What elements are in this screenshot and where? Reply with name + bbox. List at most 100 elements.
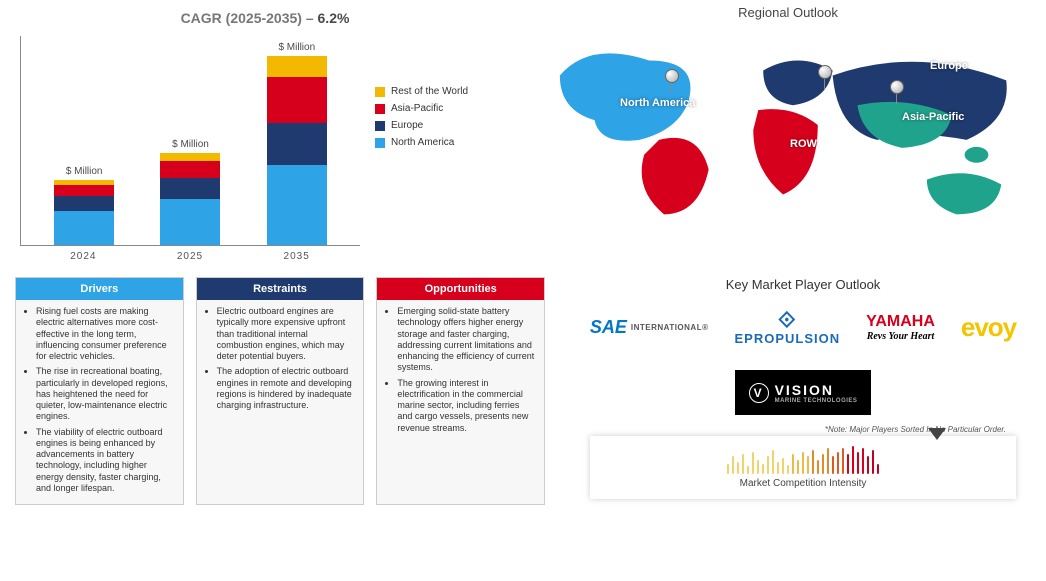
intensity-tick bbox=[847, 454, 849, 474]
map-pin-icon bbox=[665, 69, 679, 83]
bar-segment bbox=[267, 56, 327, 77]
map-svg bbox=[540, 25, 1036, 235]
legend-item: Asia-Pacific bbox=[375, 103, 468, 114]
bar-group: $ Million bbox=[160, 139, 220, 245]
intensity-tick bbox=[812, 450, 814, 474]
regional-outlook: Regional Outlook North America Europe ROW A… bbox=[530, 0, 1046, 272]
logo-epropulsion: ⟐EPROPULSION bbox=[727, 305, 849, 350]
intensity-label: Market Competition Intensity bbox=[605, 478, 1001, 489]
map-region-label: Europe bbox=[930, 60, 968, 72]
bars-container: $ Million $ Million $ Million bbox=[20, 36, 360, 246]
epropulsion-icon: ⟐ bbox=[778, 309, 796, 331]
intensity-tick bbox=[792, 454, 794, 474]
map-pin-icon bbox=[890, 80, 904, 94]
intensity-tick bbox=[742, 454, 744, 474]
stacked-bar bbox=[54, 180, 114, 245]
dro-card-body: Electric outboard engines are typically … bbox=[197, 300, 364, 421]
intensity-tick bbox=[767, 456, 769, 474]
stacked-bar bbox=[267, 56, 327, 245]
players-title: Key Market Player Outlook bbox=[570, 277, 1036, 292]
dro-card-body: Emerging solid-state battery technology … bbox=[377, 300, 544, 444]
intensity-tick bbox=[727, 464, 729, 474]
dro-section: DriversRising fuel costs are making elec… bbox=[0, 277, 560, 505]
bar-segment bbox=[54, 185, 114, 197]
logos-row: SAEINTERNATIONAL® ⟐EPROPULSION YAMAHARev… bbox=[570, 300, 1036, 420]
logo-vision: V VISIONMARINE TECHNOLOGIES bbox=[735, 370, 872, 415]
intensity-tick bbox=[772, 450, 774, 474]
chart-area: $ Million $ Million $ Million 2024 2025 2035… bbox=[20, 36, 510, 262]
x-tick-label: 2024 bbox=[70, 251, 96, 262]
intensity-tick bbox=[797, 460, 799, 474]
bar-segment bbox=[160, 199, 220, 245]
players-note: *Note: Major Players Sorted In No Partic… bbox=[570, 425, 1036, 434]
regional-title: Regional Outlook bbox=[540, 5, 1036, 20]
intensity-tick bbox=[817, 460, 819, 474]
bar-segment bbox=[267, 77, 327, 123]
logo-yamaha: YAMAHARevs Your Heart bbox=[858, 305, 943, 350]
map-region-label: Asia-Pacific bbox=[902, 111, 964, 123]
chart-title: CAGR (2025-2035) – 6.2% bbox=[20, 10, 510, 26]
legend-label: North America bbox=[391, 137, 454, 148]
bar-segment bbox=[54, 196, 114, 211]
intensity-arrow-icon bbox=[928, 428, 946, 440]
map-region-label: ROW bbox=[790, 138, 817, 150]
intensity-tick bbox=[827, 448, 829, 474]
legend-swatch bbox=[375, 138, 385, 148]
legend-swatch bbox=[375, 104, 385, 114]
legend-label: Rest of the World bbox=[391, 86, 468, 97]
chart-legend: Rest of the WorldAsia-PacificEuropeNorth… bbox=[375, 36, 468, 262]
dro-item: Electric outboard engines are typically … bbox=[217, 306, 356, 362]
intensity-tick bbox=[832, 456, 834, 474]
intensity-tick bbox=[757, 460, 759, 474]
dro-item: The viability of electric outboard engin… bbox=[36, 427, 175, 495]
dro-card-header: Drivers bbox=[16, 278, 183, 300]
bar-top-label: $ Million bbox=[66, 166, 103, 177]
dro-card: DriversRising fuel costs are making elec… bbox=[15, 277, 184, 505]
dro-item: Emerging solid-state battery technology … bbox=[397, 306, 536, 374]
players-section: Key Market Player Outlook SAEINTERNATION… bbox=[560, 277, 1046, 505]
intensity-tick bbox=[807, 456, 809, 474]
intensity-tick bbox=[762, 464, 764, 474]
dro-item: The growing interest in electrification … bbox=[397, 378, 536, 434]
bar-segment bbox=[267, 165, 327, 245]
map-pin-icon bbox=[818, 65, 832, 79]
cagr-chart: CAGR (2025-2035) – 6.2% $ Million$ Milli… bbox=[0, 0, 530, 272]
dro-card-body: Rising fuel costs are making electric al… bbox=[16, 300, 183, 504]
dro-card-header: Restraints bbox=[197, 278, 364, 300]
intensity-tick bbox=[872, 450, 874, 474]
bar-segment bbox=[160, 161, 220, 178]
top-row: CAGR (2025-2035) – 6.2% $ Million$ Milli… bbox=[0, 0, 1046, 272]
intensity-tick bbox=[737, 462, 739, 474]
intensity-tick bbox=[837, 452, 839, 474]
intensity-tick bbox=[822, 454, 824, 474]
map-region-label: North America bbox=[620, 97, 695, 109]
bar-top-label: $ Million bbox=[278, 42, 315, 53]
world-map: North America Europe ROW Asia-Pacific bbox=[540, 25, 1036, 235]
dro-card: Opportunities Emerging solid-state batter… bbox=[376, 277, 545, 505]
intensity-tick bbox=[732, 456, 734, 474]
intensity-tick bbox=[857, 452, 859, 474]
legend-swatch bbox=[375, 87, 385, 97]
intensity-tick bbox=[782, 458, 784, 474]
dro-card-header: Opportunities bbox=[377, 278, 544, 300]
bar-segment bbox=[54, 211, 114, 245]
intensity-tick bbox=[802, 452, 804, 474]
intensity-tick bbox=[752, 452, 754, 474]
bar-group: $ Million bbox=[54, 166, 114, 245]
intensity-tick bbox=[777, 462, 779, 474]
x-tick-label: 2025 bbox=[177, 251, 203, 262]
intensity-tick bbox=[787, 465, 789, 474]
logo-sae: SAEINTERNATIONAL® bbox=[582, 305, 717, 350]
bottom-row: DriversRising fuel costs are making elec… bbox=[0, 277, 1046, 505]
intensity-tick bbox=[852, 446, 854, 474]
dro-item: The rise in recreational boating, partic… bbox=[36, 366, 175, 422]
intensity-tick bbox=[867, 456, 869, 474]
dro-item: The adoption of electric outboard engine… bbox=[217, 366, 356, 411]
bar-top-label: $ Million bbox=[172, 139, 209, 150]
legend-swatch bbox=[375, 121, 385, 131]
x-axis-labels: 2024 2025 2035 bbox=[20, 251, 360, 262]
bar-segment bbox=[160, 178, 220, 199]
bar-group: $ Million bbox=[267, 42, 327, 245]
x-tick-label: 2035 bbox=[284, 251, 310, 262]
intensity-lines bbox=[605, 446, 1001, 474]
